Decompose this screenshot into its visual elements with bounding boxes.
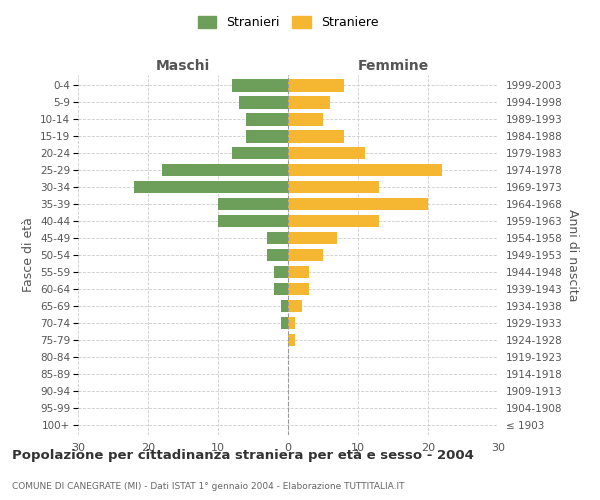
Bar: [239, 96, 288, 108]
Text: Popolazione per cittadinanza straniera per età e sesso - 2004: Popolazione per cittadinanza straniera p…: [12, 450, 474, 462]
Bar: [288, 180, 379, 194]
Bar: [288, 232, 337, 244]
Bar: [288, 266, 309, 278]
Bar: [281, 316, 288, 330]
Legend: Stranieri, Straniere: Stranieri, Straniere: [193, 11, 383, 34]
Bar: [288, 300, 302, 312]
Bar: [162, 164, 288, 176]
Bar: [288, 164, 442, 176]
Bar: [288, 130, 344, 142]
Bar: [281, 300, 288, 312]
Bar: [288, 214, 379, 228]
Bar: [288, 96, 330, 108]
Y-axis label: Fasce di età: Fasce di età: [22, 218, 35, 292]
Bar: [267, 248, 288, 262]
Bar: [246, 113, 288, 126]
Y-axis label: Anni di nascita: Anni di nascita: [566, 209, 579, 301]
Bar: [218, 214, 288, 228]
Bar: [288, 146, 365, 160]
Bar: [288, 198, 428, 210]
Text: COMUNE DI CANEGRATE (MI) - Dati ISTAT 1° gennaio 2004 - Elaborazione TUTTITALIA.: COMUNE DI CANEGRATE (MI) - Dati ISTAT 1°…: [12, 482, 404, 491]
Bar: [288, 316, 295, 330]
Bar: [288, 79, 344, 92]
Bar: [288, 282, 309, 296]
Text: Femmine: Femmine: [358, 60, 428, 74]
Bar: [267, 232, 288, 244]
Bar: [288, 113, 323, 126]
Bar: [232, 146, 288, 160]
Bar: [288, 334, 295, 346]
Bar: [218, 198, 288, 210]
Bar: [274, 266, 288, 278]
Bar: [246, 130, 288, 142]
Bar: [232, 79, 288, 92]
Bar: [274, 282, 288, 296]
Text: Maschi: Maschi: [156, 60, 210, 74]
Bar: [288, 248, 323, 262]
Bar: [134, 180, 288, 194]
